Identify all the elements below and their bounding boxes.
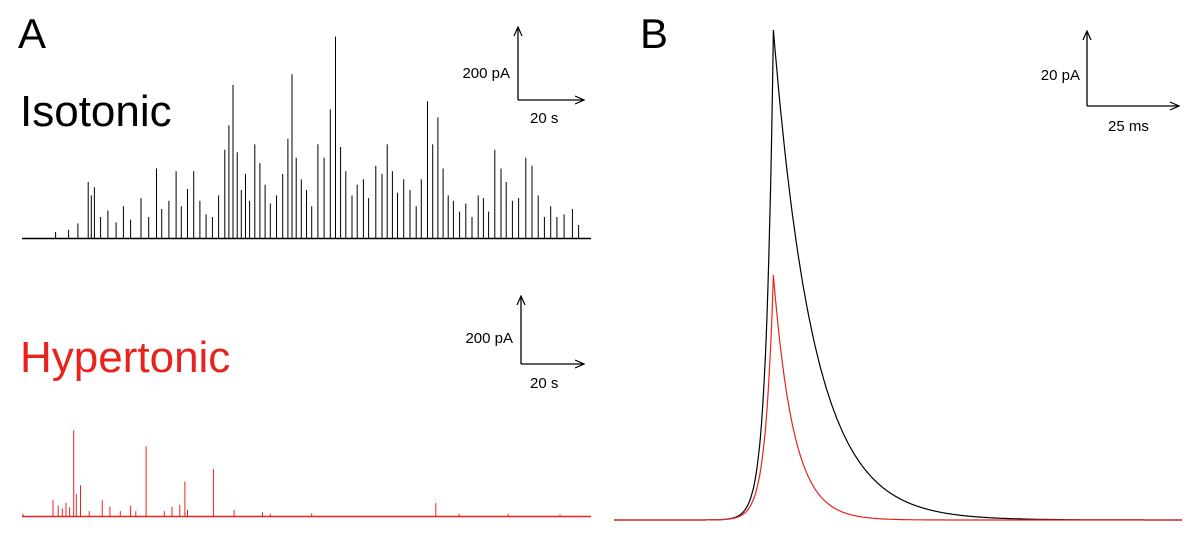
scale-bar-b: 20 pA 25 ms [1041, 32, 1178, 135]
isotonic-label: Isotonic [20, 87, 172, 136]
average-event-isotonic [614, 29, 1182, 521]
scale-bar-top-y-label: 200 pA [462, 65, 510, 82]
scale-bar-bottom-x-label: 20 s [530, 375, 558, 392]
scale-bar-top-x-label: 20 s [530, 110, 558, 127]
trace-isotonic [22, 36, 591, 240]
panel-b: B 20 pA 25 ms [614, 10, 1182, 521]
trace-hypertonic [22, 430, 591, 518]
scale-bar-bottom-y-label: 200 pA [465, 330, 513, 347]
panel-b-letter: B [640, 10, 668, 57]
hypertonic-label: Hypertonic [20, 333, 230, 382]
scale-bar-b-y-label: 20 pA [1041, 67, 1080, 84]
scale-bar-b-x-label: 25 ms [1108, 118, 1149, 135]
average-event-hypertonic [614, 274, 1182, 521]
panel-a: A Isotonic Hypertonic 200 pA 20 s 200 pA… [18, 10, 591, 518]
scale-bar-top: 200 pA 20 s [462, 28, 583, 127]
scale-bar-bottom: 200 pA 20 s [465, 297, 583, 392]
panel-a-letter: A [18, 10, 46, 57]
